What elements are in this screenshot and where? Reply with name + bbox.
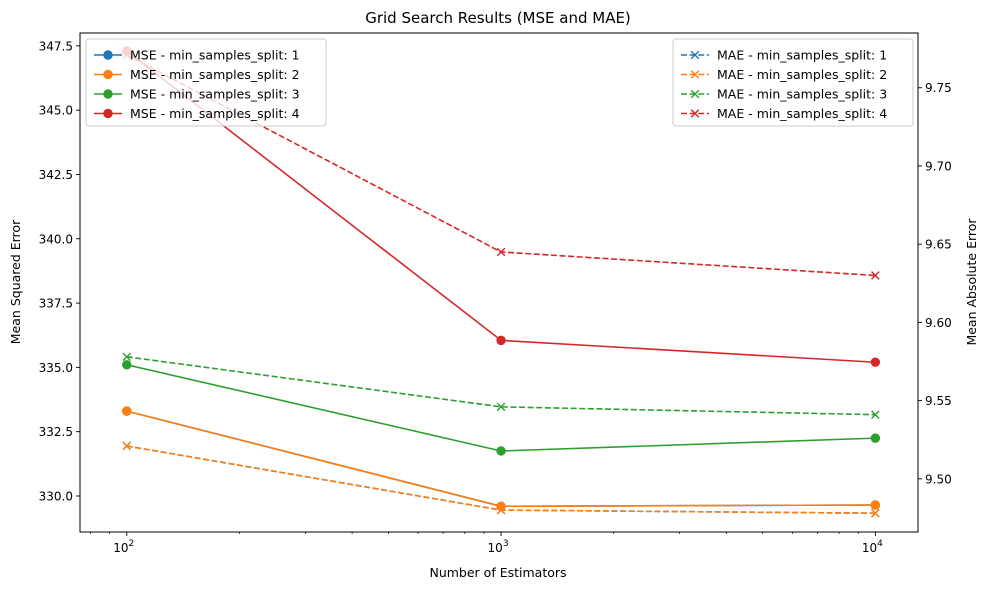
legend-entry: MAE - min_samples_split: 4: [681, 106, 887, 121]
series-left-1: [122, 406, 881, 511]
y-right-tick-label: 9.65: [925, 238, 952, 252]
legend-marker: [103, 50, 113, 60]
legend-entry: MSE - min_samples_split: 2: [94, 67, 300, 82]
y-axis-right-title: Mean Absolute Error: [964, 218, 979, 346]
legend-marker: [103, 69, 113, 80]
data-point: [122, 441, 132, 451]
legend-entry: MSE - min_samples_split: 4: [94, 106, 300, 121]
y-right-tick-label: 9.50: [925, 472, 952, 486]
legend-marker: [103, 89, 113, 99]
legend-entry: MSE - min_samples_split: 3: [94, 87, 300, 102]
legend-entry: MAE - min_samples_split: 2: [681, 67, 887, 82]
legend-entry: MSE - min_samples_split: 1: [94, 48, 300, 63]
y-left-tick-label: 332.5: [39, 425, 73, 439]
legend-label: MSE - min_samples_split: 3: [130, 87, 300, 102]
legend-marker: [690, 50, 700, 60]
y-right-tick-label: 9.55: [925, 394, 952, 408]
data-point: [496, 402, 506, 412]
y-left-tick-label: 337.5: [39, 297, 73, 311]
x-axis: 102 103 104: [90, 532, 883, 555]
y-axis-right: 9.50 9.55 9.60 9.65 9.70 9.75: [918, 81, 952, 486]
legend-marker: [690, 89, 700, 99]
series-left-3: [122, 360, 881, 456]
legend-label: MSE - min_samples_split: 2: [130, 67, 300, 82]
y-left-tick-label: 345.0: [39, 104, 73, 118]
data-point: [871, 410, 880, 419]
data-point: [496, 247, 506, 257]
chart-title: Grid Search Results (MSE and MAE): [365, 9, 631, 27]
legend-mae: MAE - min_samples_split: 1 MAE - min_samp…: [672, 38, 914, 127]
data-point: [870, 357, 881, 367]
y-left-tick-label: 342.5: [39, 168, 73, 182]
data-point: [871, 508, 880, 518]
y-left-tick-label: 335.0: [39, 361, 73, 375]
legend-mse: MSE - min_samples_split: 1 MSE - min_samp…: [85, 38, 327, 127]
y-right-tick-label: 9.70: [925, 159, 952, 173]
series-line: [126, 364, 876, 452]
data-point: [496, 335, 506, 346]
x-axis-title: Number of Estimators: [429, 565, 566, 580]
legend-label: MAE - min_samples_split: 3: [717, 87, 887, 102]
y-axis-left: 330.0 332.5 335.0 337.5 340.0 342.5 345.0 347.5: [39, 39, 80, 503]
legend-label: MSE - min_samples_split: 1: [130, 48, 300, 63]
y-right-tick-label: 9.60: [925, 316, 952, 330]
legend-box: [672, 38, 914, 127]
series-line: [126, 410, 876, 508]
series-line: [126, 410, 876, 508]
legend-marker: [690, 70, 700, 79]
x-tick-label: 102: [113, 539, 134, 555]
data-point: [870, 433, 881, 443]
data-point: [496, 446, 506, 456]
data-point: [122, 360, 132, 370]
series-right-3: [122, 352, 880, 419]
x-tick-label: 103: [488, 539, 509, 555]
y-left-tick-label: 340.0: [39, 232, 73, 246]
series-line: [126, 356, 876, 416]
legend-label: MSE - min_samples_split: 4: [130, 106, 300, 121]
legend-marker: [103, 108, 113, 119]
series-left-2: [122, 406, 881, 511]
y-right-tick-label: 9.75: [925, 81, 952, 95]
data-point: [871, 271, 880, 280]
y-left-tick-label: 347.5: [39, 39, 73, 53]
data-point: [122, 406, 132, 416]
data-point: [496, 501, 506, 511]
y-left-tick-label: 330.0: [39, 489, 73, 503]
legend-entry: MAE - min_samples_split: 1: [681, 48, 887, 63]
legend-label: MAE - min_samples_split: 1: [717, 48, 887, 63]
legend-marker: [690, 109, 700, 118]
data-point: [870, 500, 881, 510]
plot-marks: [122, 46, 881, 518]
legend-label: MAE - min_samples_split: 4: [717, 106, 887, 121]
y-axis-left-title: Mean Squared Error: [8, 219, 23, 344]
plot-area-frame: [79, 32, 919, 533]
data-point: [122, 352, 132, 362]
legend-box: [85, 38, 327, 127]
legend-label: MAE - min_samples_split: 2: [717, 67, 887, 82]
x-tick-label: 104: [862, 539, 883, 555]
legend-entry: MAE - min_samples_split: 3: [681, 87, 887, 102]
